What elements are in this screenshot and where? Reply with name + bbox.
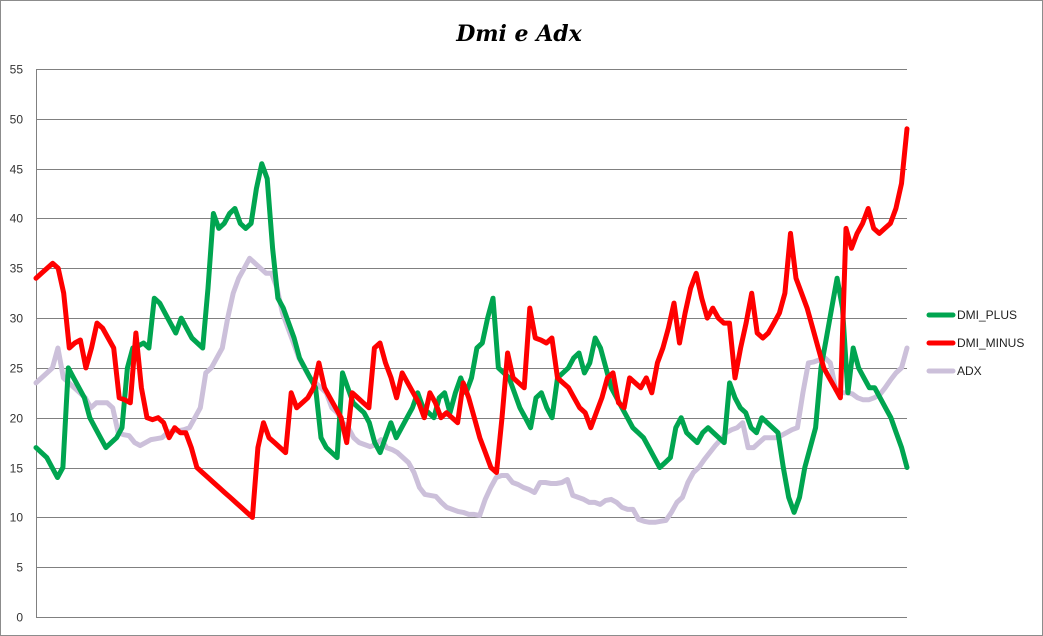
- y-tick-label: 55: [10, 63, 24, 77]
- series-layer: [33, 126, 910, 525]
- grid-layer: [36, 69, 907, 618]
- legend: DMI_PLUS DMI_MINUS ADX: [926, 308, 1024, 378]
- y-tick-label: 35: [10, 262, 24, 276]
- legend-label: DMI_PLUS: [957, 308, 1017, 322]
- y-axis-ticks: 0 5 10 15 20 25 30 35 40 45 50 55: [10, 63, 24, 625]
- chart-title: Dmi e Adx: [455, 21, 582, 47]
- y-tick-label: 25: [10, 362, 24, 376]
- legend-label: ADX: [957, 364, 982, 378]
- y-tick-label: 40: [10, 212, 24, 226]
- y-tick-label: 45: [10, 163, 24, 177]
- series-line-dmi-plus: [33, 161, 910, 515]
- y-tick-label: 5: [16, 561, 23, 575]
- legend-label: DMI_MINUS: [957, 336, 1024, 350]
- series-line-adx: [33, 255, 910, 525]
- y-tick-label: 10: [10, 511, 24, 525]
- y-tick-label: 15: [10, 462, 24, 476]
- y-tick-label: 50: [10, 113, 24, 127]
- y-tick-label: 30: [10, 312, 24, 326]
- y-tick-label: 20: [10, 412, 24, 426]
- y-tick-label: 0: [16, 611, 23, 625]
- series-line-dmi-minus: [33, 126, 910, 520]
